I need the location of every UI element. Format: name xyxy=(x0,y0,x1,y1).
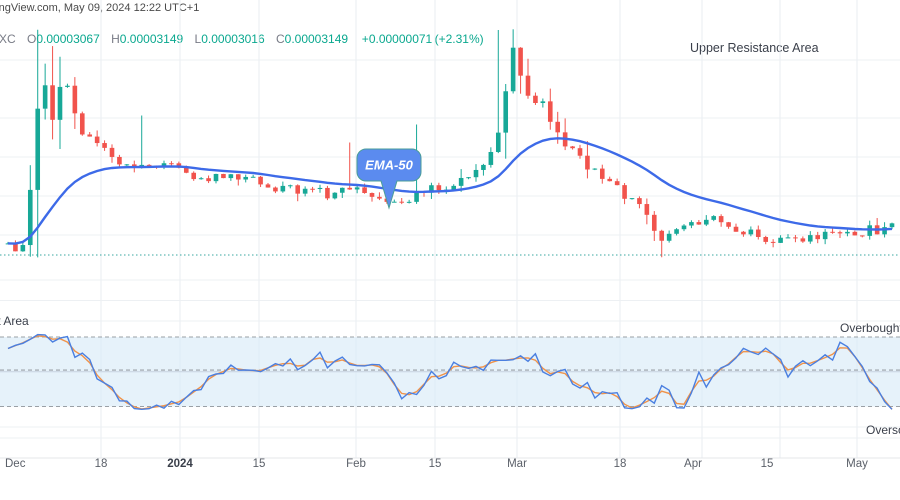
svg-text:18: 18 xyxy=(95,458,108,470)
svg-text:15: 15 xyxy=(429,458,442,470)
svg-text:Overbought Area: Overbought Area xyxy=(0,314,29,328)
svg-text:2024: 2024 xyxy=(167,458,193,470)
svg-text:EMA-50: EMA-50 xyxy=(365,158,413,173)
svg-text:Oversold Area: Oversold Area xyxy=(866,423,900,437)
svg-text:18: 18 xyxy=(614,458,627,470)
svg-text:Apr: Apr xyxy=(684,458,702,470)
svg-text:Dec: Dec xyxy=(5,458,26,470)
svg-text:Overbought Area: Overbought Area xyxy=(840,321,900,335)
svg-text:Feb: Feb xyxy=(346,458,366,470)
svg-text:15: 15 xyxy=(761,458,774,470)
svg-text:15: 15 xyxy=(253,458,266,470)
svg-text:May: May xyxy=(846,458,868,470)
svg-text:Mar: Mar xyxy=(507,458,527,470)
